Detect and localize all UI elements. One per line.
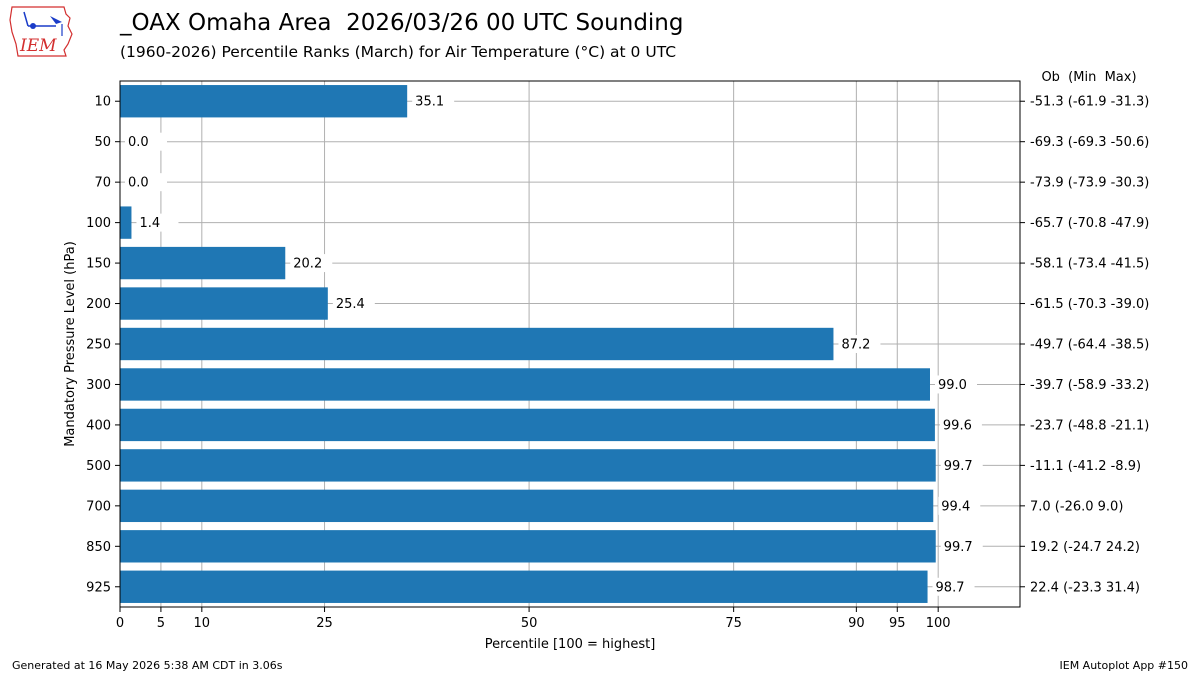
value-label-bg bbox=[125, 173, 167, 192]
right-label: -61.5 (-70.3 -39.0) bbox=[1030, 297, 1149, 312]
right-label: -51.3 (-61.9 -31.3) bbox=[1030, 95, 1149, 110]
value-label-bg bbox=[136, 213, 179, 232]
value-label: 99.7 bbox=[944, 459, 973, 474]
bar bbox=[120, 85, 408, 118]
value-label: 99.4 bbox=[941, 499, 970, 514]
footer-app: IEM Autoplot App #150 bbox=[1059, 659, 1189, 672]
bar bbox=[120, 408, 935, 442]
value-label-bg bbox=[938, 496, 981, 515]
y-tick-label: 500 bbox=[86, 459, 111, 474]
right-label: -69.3 (-69.3 -50.6) bbox=[1030, 135, 1149, 150]
right-label: 19.2 (-24.7 24.2) bbox=[1030, 540, 1140, 555]
value-label-bg bbox=[125, 132, 167, 151]
bar bbox=[120, 368, 930, 401]
bar bbox=[120, 489, 934, 523]
right-label: 7.0 (-26.0 9.0) bbox=[1030, 499, 1123, 514]
chart-subtitle: (1960-2026) Percentile Ranks (March) for… bbox=[120, 43, 677, 61]
right-label: 22.4 (-23.3 31.4) bbox=[1030, 580, 1140, 595]
bar bbox=[120, 449, 936, 482]
value-label-bg bbox=[939, 415, 982, 434]
value-label-bg bbox=[412, 92, 455, 111]
right-label: -73.9 (-73.9 -30.3) bbox=[1030, 176, 1149, 191]
value-labels: 35.1 0.0 0.0 1.4 20.2 25.4 87.2 99.0 99.6 99.7 99.… bbox=[125, 92, 983, 596]
bar bbox=[120, 246, 286, 280]
x-tick-label: 10 bbox=[194, 616, 211, 631]
value-label-bg bbox=[332, 294, 375, 313]
right-label: -65.7 (-70.8 -47.9) bbox=[1030, 216, 1149, 231]
y-tick-label: 70 bbox=[94, 176, 111, 191]
right-label: -39.7 (-58.9 -33.2) bbox=[1030, 378, 1149, 393]
y-axis-label: Mandatory Pressure Level (hPa) bbox=[63, 241, 78, 447]
value-label: 0.0 bbox=[128, 135, 149, 150]
y-tick-label: 925 bbox=[86, 580, 111, 595]
right-label: -23.7 (-48.8 -21.1) bbox=[1030, 418, 1149, 433]
value-label: 20.2 bbox=[293, 257, 322, 272]
bar bbox=[120, 530, 936, 563]
y-tick-label: 200 bbox=[86, 297, 111, 312]
value-label-bg bbox=[940, 537, 983, 556]
y-tick-label: 10 bbox=[94, 95, 111, 110]
y-tick-label: 700 bbox=[86, 499, 111, 514]
iem-logo: IEM bbox=[6, 4, 76, 64]
value-label: 25.4 bbox=[336, 297, 365, 312]
value-label: 99.0 bbox=[938, 378, 967, 393]
value-label: 0.0 bbox=[128, 176, 149, 191]
bar bbox=[120, 206, 132, 239]
y-tick-label: 150 bbox=[86, 257, 111, 272]
right-label: -11.1 (-41.2 -8.9) bbox=[1030, 459, 1141, 474]
value-label-bg bbox=[935, 375, 977, 394]
chart-title: _OAX Omaha Area 2026/03/26 00 UTC Soundi… bbox=[120, 10, 684, 36]
x-tick-label: 0 bbox=[116, 616, 124, 631]
value-label: 99.6 bbox=[943, 418, 972, 433]
x-tick-label: 25 bbox=[316, 616, 333, 631]
x-tick-label: 50 bbox=[521, 616, 538, 631]
value-label: 99.7 bbox=[944, 540, 973, 555]
logo-text: IEM bbox=[19, 36, 57, 56]
right-label: -58.1 (-73.4 -41.5) bbox=[1030, 257, 1149, 272]
bar bbox=[120, 327, 834, 361]
right-labels: -51.3 (-61.9 -31.3) -69.3 (-69.3 -50.6) -7… bbox=[1020, 95, 1149, 595]
x-tick-label: 100 bbox=[926, 616, 951, 631]
y-tick-label: 850 bbox=[86, 540, 111, 555]
value-label: 35.1 bbox=[415, 95, 444, 110]
bar bbox=[120, 570, 928, 603]
right-label: -49.7 (-64.4 -38.5) bbox=[1030, 338, 1149, 353]
value-label-bg bbox=[932, 577, 975, 596]
x-tick-label: 95 bbox=[889, 616, 906, 631]
y-axis-ticks: 10 50 70 100 150 200 250 300 400 500 700 850 925 bbox=[86, 95, 120, 595]
value-label: 98.7 bbox=[936, 580, 965, 595]
x-tick-label: 90 bbox=[848, 616, 865, 631]
y-tick-label: 100 bbox=[86, 216, 111, 231]
y-tick-label: 300 bbox=[86, 378, 111, 393]
value-label: 1.4 bbox=[139, 216, 160, 231]
x-axis-label: Percentile [100 = highest] bbox=[485, 637, 656, 652]
y-tick-label: 250 bbox=[86, 338, 111, 353]
bars bbox=[120, 85, 936, 603]
x-tick-label: 75 bbox=[725, 616, 742, 631]
y-tick-label: 400 bbox=[86, 418, 111, 433]
right-header: Ob (Min Max) bbox=[1041, 70, 1136, 85]
x-tick-label: 5 bbox=[157, 616, 165, 631]
value-label-bg bbox=[940, 456, 983, 475]
footer-generated: Generated at 16 May 2026 5:38 AM CDT in … bbox=[12, 659, 283, 672]
iem-logo-icon: IEM bbox=[9, 6, 73, 57]
y-tick-label: 50 bbox=[94, 135, 111, 150]
value-label-bg bbox=[290, 254, 333, 273]
value-label-bg bbox=[838, 335, 881, 353]
x-axis-ticks: 0 5 10 25 50 75 90 95 100 bbox=[116, 607, 951, 631]
bar bbox=[120, 287, 328, 320]
value-label: 87.2 bbox=[841, 338, 870, 353]
